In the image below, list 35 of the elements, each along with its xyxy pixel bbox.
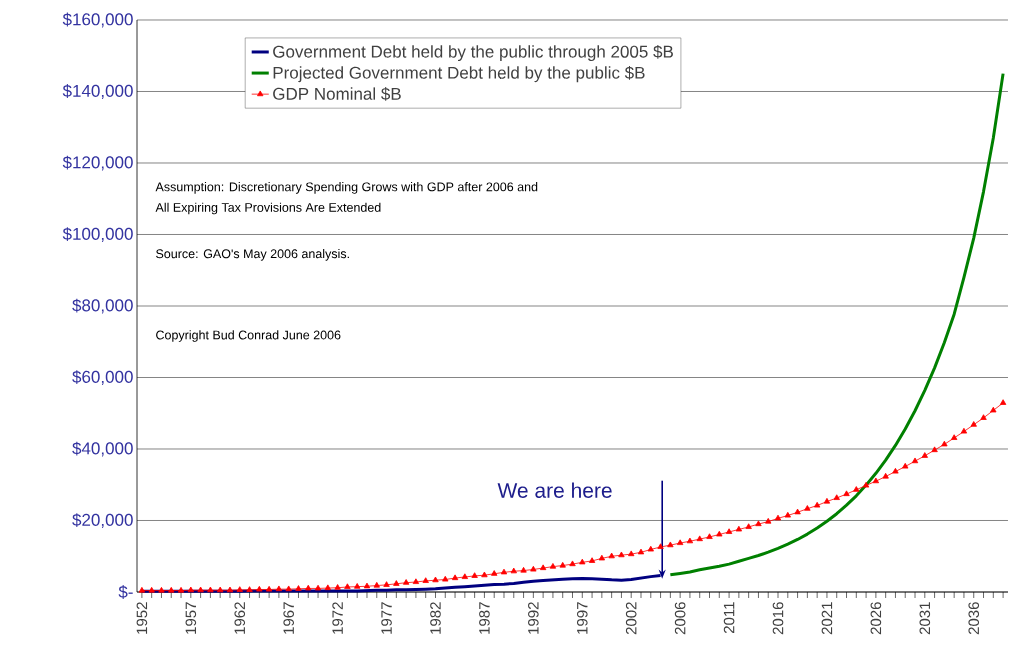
legend-label: Government Debt held by the public through 2005 $B — [273, 44, 673, 62]
x-tick-label: 1987 — [479, 602, 490, 634]
x-tick-label: 2011 — [723, 602, 735, 634]
y-tick-label: $120,000 — [62, 155, 133, 171]
annotation: Source: GAO's May 2006 analysis. — [156, 248, 349, 261]
x-tick-label: 1967 — [283, 602, 294, 634]
y-tick-label: $60,000 — [72, 370, 133, 385]
x-tick-label: 1957 — [185, 602, 197, 634]
y-tick-label: $100,000 — [62, 227, 133, 242]
annotation: Copyright Bud Conrad June 2006 — [156, 330, 341, 342]
x-tick-label: 1977 — [381, 602, 392, 634]
y-tick-label: $80,000 — [72, 298, 133, 314]
y-tick-label: $40,000 — [72, 441, 133, 457]
x-tick-label: 2002 — [625, 602, 637, 635]
x-tick-label: 2021 — [821, 602, 833, 635]
legend-label: GDP Nominal $B — [273, 87, 401, 101]
x-tick-label: 1992 — [528, 602, 539, 634]
x-tick-label: 2026 — [870, 602, 882, 635]
y-tick-label: $20,000 — [72, 513, 133, 528]
annotation: All Expiring Tax Provisions Are Extended — [155, 202, 381, 215]
x-tick-label: 1997 — [576, 602, 588, 634]
x-tick-label: 2031 — [919, 602, 931, 635]
x-tick-label: 2036 — [968, 602, 980, 635]
annotation: We are here — [497, 482, 612, 498]
y-tick-label: $140,000 — [62, 84, 133, 99]
x-tick-label: 2006 — [674, 602, 686, 635]
x-tick-label: 1972 — [332, 602, 343, 634]
y-tick-label: $- — [118, 585, 133, 599]
legend-label: Projected Government Debt held by the public $B — [273, 66, 645, 83]
x-tick-label: 2016 — [772, 602, 784, 635]
x-tick-label: 1962 — [234, 602, 246, 634]
x-tick-label: 1982 — [430, 602, 441, 634]
annotation: Assumption: Discretionary Spending Grows with GDP after 2006 and — [155, 182, 538, 194]
x-tick-label: 1952 — [136, 602, 148, 634]
y-tick-label: $160,000 — [62, 12, 133, 28]
